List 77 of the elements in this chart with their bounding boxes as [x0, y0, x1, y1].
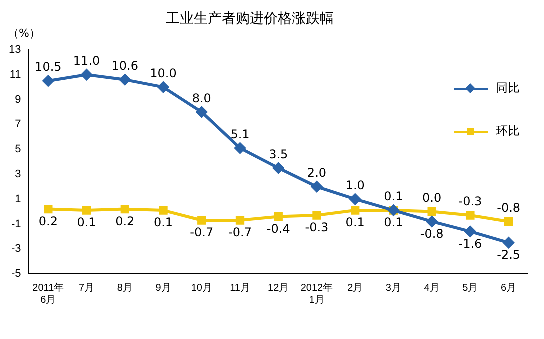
legend-label: 同比 — [496, 80, 520, 97]
point — [504, 217, 514, 226]
y-tick-label: 1 — [15, 193, 22, 206]
point — [81, 69, 92, 80]
point — [464, 226, 476, 238]
y-axis-title: （%） — [8, 26, 40, 41]
point — [466, 211, 475, 220]
data-label: 0.1 — [346, 216, 365, 230]
data-label: 1.0 — [346, 178, 365, 192]
point — [312, 211, 322, 220]
point — [44, 204, 53, 214]
point — [159, 206, 168, 215]
data-label: -0.3 — [305, 220, 329, 235]
data-label: 0.1 — [154, 216, 174, 230]
x-tick-label: 12月 — [268, 282, 290, 294]
point — [198, 216, 206, 225]
x-tick-label: 2012年 1月 — [300, 282, 334, 306]
data-label: -0.7 — [228, 226, 252, 240]
x-tick-label: 9月 — [156, 282, 172, 294]
data-label: -0.4 — [266, 222, 290, 236]
data-label: 0.1 — [384, 190, 404, 204]
y-tick-label: -5 — [11, 268, 22, 280]
data-label: 2.0 — [307, 166, 327, 180]
data-label: -2.5 — [497, 248, 521, 262]
data-label: -0.8 — [497, 200, 521, 215]
y-tick-label: -3 — [11, 243, 22, 256]
x-tick-label: 6月 — [501, 282, 517, 294]
y-tick-label: 7 — [15, 118, 22, 131]
y-tick-label: -1 — [11, 218, 22, 230]
x-tick-label: 2月 — [348, 282, 364, 294]
point — [120, 204, 130, 214]
data-label: -0.8 — [420, 226, 444, 241]
point — [120, 74, 131, 86]
x-tick-label: 7月 — [79, 282, 95, 294]
point — [196, 106, 208, 118]
point — [351, 206, 360, 215]
point — [234, 142, 246, 154]
legend-label: 环比 — [496, 123, 520, 140]
y-tick-label: 9 — [15, 94, 22, 106]
y-tick-label: 11 — [10, 68, 22, 81]
point — [82, 206, 92, 215]
data-label: 0.1 — [384, 216, 404, 230]
x-tick-label: 8月 — [117, 282, 133, 294]
point — [274, 212, 283, 222]
point — [42, 76, 54, 87]
data-label: 10.5 — [35, 60, 62, 74]
data-label: -0.3 — [458, 194, 482, 209]
data-label: 8.0 — [192, 91, 212, 106]
point — [426, 216, 438, 228]
data-label: 11.0 — [73, 54, 100, 68]
point — [503, 237, 514, 248]
data-label: 0.1 — [77, 216, 96, 230]
x-tick-label: 10月 — [191, 282, 212, 294]
point — [236, 216, 245, 225]
data-label: 5.1 — [230, 127, 250, 142]
point — [428, 207, 436, 216]
data-label: 0.0 — [422, 190, 442, 205]
point — [350, 194, 361, 205]
x-tick-label: 4月 — [424, 282, 440, 294]
data-label: -0.7 — [190, 226, 214, 240]
data-label: 0.2 — [116, 214, 135, 228]
x-tick-label: 5月 — [462, 282, 478, 294]
chart-title: 工业生产者购进价格涨跌幅 — [165, 10, 335, 28]
point — [158, 82, 170, 93]
y-tick-label: 5 — [15, 144, 22, 156]
data-label: 10.0 — [150, 66, 177, 80]
y-tick-label: 13 — [8, 44, 22, 56]
data-label: -1.6 — [458, 236, 482, 251]
x-tick-label: 3月 — [386, 282, 402, 294]
x-tick-label: 2011年 6月 — [32, 282, 64, 306]
x-tick-label: 11月 — [230, 282, 250, 294]
data-label: 3.5 — [269, 147, 288, 162]
point — [273, 162, 284, 174]
data-label: 0.2 — [38, 214, 58, 228]
point — [311, 181, 322, 192]
y-tick-label: 3 — [15, 168, 22, 180]
data-label: 10.6 — [112, 58, 139, 73]
